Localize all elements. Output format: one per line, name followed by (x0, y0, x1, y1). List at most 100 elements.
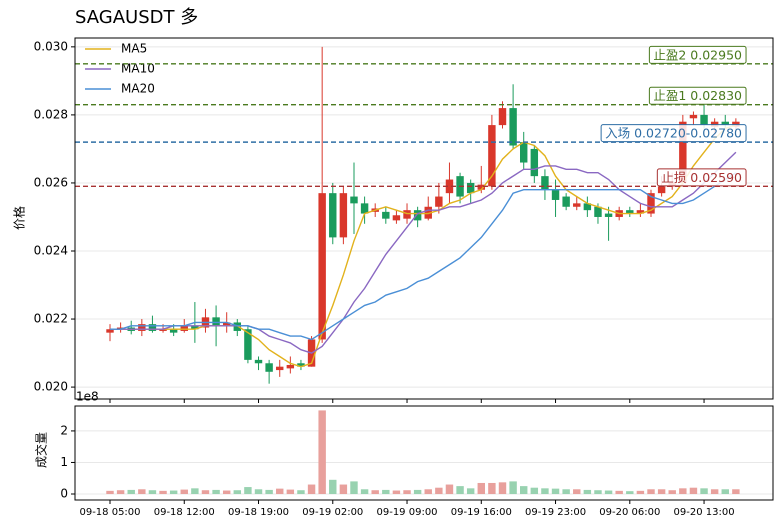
volume-bar (583, 489, 592, 495)
level-label: 入场 0.02720-0.02780 (605, 126, 742, 141)
candle-body (318, 193, 326, 340)
volume-bar (668, 490, 676, 495)
candle-body (626, 210, 634, 214)
candle-body (541, 176, 549, 190)
candle-body (562, 196, 570, 207)
level-label-box (600, 124, 747, 143)
volume-bar (339, 484, 348, 495)
y-tick-label: 0.030 (34, 39, 68, 53)
candle-body (477, 184, 485, 190)
candle-body (498, 108, 507, 126)
candle-body (106, 329, 114, 333)
volume-bar (626, 491, 634, 495)
volume-bar (212, 489, 220, 495)
y-axis-label: 价格 (12, 206, 27, 230)
x-tick-label: 09-20 06:00 (599, 507, 660, 518)
volume-bar (594, 490, 602, 495)
volume-bar (615, 490, 623, 495)
volume-bar (551, 488, 560, 495)
volume-bar (382, 489, 390, 495)
candle-body (445, 179, 454, 194)
candle-body (360, 203, 369, 214)
candle-body (520, 142, 528, 163)
volume-bar (636, 490, 645, 495)
volume-bar (403, 490, 411, 495)
level-label: 止损 0.02590 (661, 170, 742, 185)
volume-bar (657, 489, 666, 495)
candle-body (435, 196, 443, 207)
volume-bar (148, 490, 157, 495)
y-tick-label: 0 (60, 487, 68, 501)
candle-body (392, 215, 401, 221)
candle-body (594, 206, 602, 217)
volume-bar (276, 488, 284, 495)
candle-body (265, 363, 273, 372)
volume-bar (106, 490, 114, 495)
y-tick-label: 2 (60, 423, 68, 437)
volume-bar (286, 489, 295, 495)
level-label-box (648, 45, 747, 64)
volume-bar (573, 489, 581, 495)
level-label-box (656, 168, 747, 187)
candle-body (244, 329, 252, 360)
candle-body (657, 186, 666, 194)
volume-bar (244, 487, 252, 495)
volume-bar (689, 487, 698, 495)
legend-label: MA5 (121, 42, 147, 56)
volume-bar (159, 490, 167, 495)
candle-body (212, 317, 220, 326)
volume-bar (127, 489, 135, 495)
volume-bar (679, 488, 687, 495)
x-tick-label: 09-19 23:00 (525, 507, 586, 518)
legend-label: MA10 (121, 62, 155, 76)
candle-body (424, 206, 432, 219)
candle-body (573, 203, 581, 207)
volume-bar (307, 484, 316, 495)
volume-bar (191, 488, 199, 495)
volume-axis-label: 成交量 (34, 432, 49, 468)
volume-bar (169, 490, 178, 495)
y-tick-label: 1 (60, 455, 68, 469)
plot-frame (74, 405, 774, 501)
candle-body (254, 359, 263, 364)
volume-bar (371, 490, 379, 495)
volume-bar (413, 489, 422, 495)
x-tick-label: 09-19 02:00 (302, 507, 363, 518)
candle-body (116, 327, 125, 330)
x-tick-label: 09-19 16:00 (451, 507, 512, 518)
ma-line (110, 151, 737, 354)
candle-body (583, 203, 592, 211)
volume-bar (222, 490, 231, 495)
volume-bar (180, 489, 188, 495)
candle-body (159, 329, 167, 331)
candle-body (403, 210, 411, 219)
volume-bar (424, 489, 432, 495)
chart-title: SAGAUSDT 多 (75, 7, 198, 28)
volume-bar (265, 489, 273, 495)
legend-label: MA20 (121, 82, 155, 96)
volume-bar (435, 487, 443, 495)
volume-bar (445, 484, 454, 495)
offset-label: 1e8 (76, 390, 99, 404)
volume-bar (456, 486, 464, 495)
x-tick-label: 09-18 12:00 (154, 507, 215, 518)
volume-bar (488, 482, 496, 495)
candle-body (509, 108, 517, 146)
candle-body (339, 193, 348, 238)
candle-body (721, 121, 729, 126)
y-tick-label: 0.020 (34, 380, 68, 394)
candle-body (191, 325, 199, 330)
x-tick-label: 09-18 05:00 (79, 507, 140, 518)
candle-body (329, 193, 337, 238)
candle-body (138, 324, 146, 331)
candle-body (689, 114, 698, 119)
volume-bar (350, 481, 358, 495)
candle-body (382, 211, 390, 219)
volume-bar (700, 488, 708, 495)
volume-bar (732, 489, 740, 495)
volume-bar (520, 486, 528, 495)
volume-bar (647, 489, 655, 495)
volume-bar (530, 487, 539, 495)
candle-body (636, 210, 645, 214)
